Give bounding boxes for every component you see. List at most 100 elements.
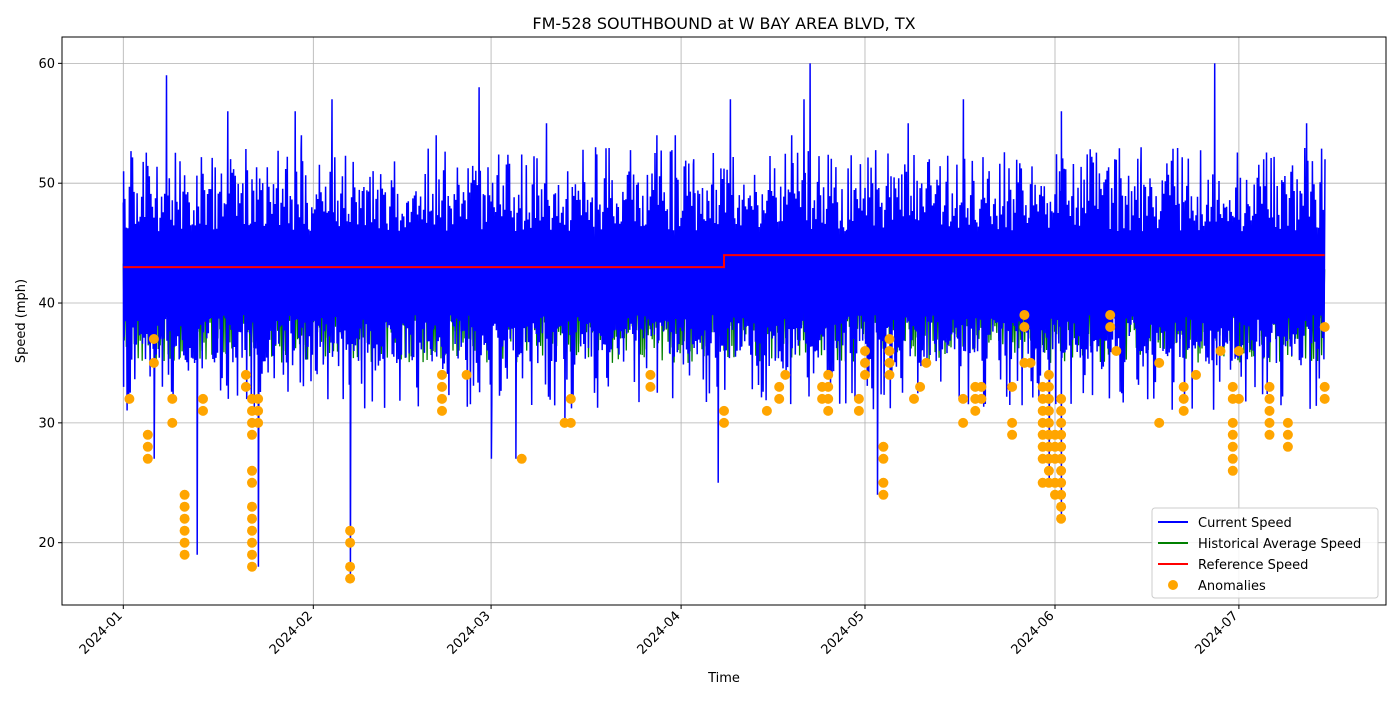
anomaly-point	[1227, 381, 1238, 392]
anomaly-point	[1007, 417, 1018, 428]
anomaly-point	[1056, 513, 1067, 524]
anomaly-point	[247, 477, 257, 488]
anomaly-point	[1178, 381, 1189, 392]
anomaly-point	[1007, 381, 1018, 392]
current-speed-line	[122, 63, 1326, 579]
anomaly-point	[1227, 453, 1238, 464]
anomaly-point	[1056, 477, 1067, 488]
chart-title: FM-528 SOUTHBOUND at W BAY AREA BLVD, TX	[532, 14, 915, 33]
anomaly-point	[1233, 393, 1244, 404]
anomaly-point	[1227, 417, 1238, 428]
anomaly-point	[1233, 346, 1244, 356]
anomaly-point	[1264, 381, 1275, 392]
anomaly-point	[1154, 357, 1165, 368]
anomaly-point	[345, 561, 356, 572]
anomaly-point	[247, 549, 257, 560]
y-tick-label: 50	[38, 177, 55, 192]
anomaly-point	[860, 357, 870, 368]
anomaly-point	[437, 393, 447, 404]
x-tick-label: 2024-07	[1192, 609, 1241, 658]
anomaly-point	[719, 405, 729, 416]
anomaly-point	[1111, 346, 1122, 356]
legend-swatch-anomalies	[1168, 580, 1178, 590]
anomaly-point	[437, 369, 447, 380]
anomaly-point	[860, 346, 870, 356]
anomaly-point	[142, 429, 153, 440]
anomaly-point	[1056, 393, 1067, 404]
anomaly-point	[148, 334, 159, 344]
legend-label-anomalies: Anomalies	[1198, 579, 1266, 594]
anomaly-point	[1319, 322, 1330, 332]
anomaly-point	[878, 489, 889, 500]
anomaly-point	[1319, 393, 1330, 404]
anomaly-point	[1043, 465, 1054, 476]
anomaly-point	[1007, 429, 1018, 440]
anomaly-point	[179, 525, 190, 536]
anomaly-point	[921, 357, 932, 368]
anomaly-point	[1043, 393, 1054, 404]
x-tick-label: 2024-06	[1009, 609, 1058, 658]
y-axis-ticks: 20 30 40 50 60	[38, 57, 62, 551]
legend-label-reference: Reference Speed	[1198, 558, 1308, 573]
anomaly-point	[1056, 489, 1067, 500]
x-tick-label: 2024-02	[267, 609, 316, 658]
anomaly-point	[1282, 417, 1293, 428]
anomaly-point	[142, 453, 153, 464]
y-axis-label: Speed (mph)	[14, 279, 29, 363]
anomaly-point	[976, 381, 987, 392]
y-tick-label: 40	[38, 297, 55, 312]
anomaly-point	[1227, 429, 1238, 440]
anomaly-point	[1178, 405, 1189, 416]
anomaly-point	[823, 381, 834, 392]
anomaly-point	[853, 393, 864, 404]
anomaly-point	[761, 405, 772, 416]
anomaly-point	[1056, 465, 1067, 476]
anomaly-points	[124, 310, 1330, 584]
legend-label-historical: Historical Average Speed	[1198, 537, 1361, 552]
anomaly-point	[1056, 441, 1067, 452]
anomaly-point	[345, 537, 356, 548]
anomaly-point	[247, 465, 257, 476]
anomaly-point	[179, 513, 190, 524]
anomaly-point	[976, 393, 987, 404]
legend-box	[1151, 507, 1379, 599]
reference-speed-line	[123, 254, 1325, 269]
anomaly-point	[1319, 381, 1330, 392]
anomaly-point	[253, 393, 264, 404]
anomaly-point	[645, 369, 656, 380]
x-tick-label: 2024-01	[77, 609, 126, 658]
anomaly-point	[719, 417, 729, 428]
anomaly-point	[565, 393, 576, 404]
anomaly-point	[1043, 369, 1054, 380]
anomaly-point	[958, 417, 969, 428]
anomaly-point	[645, 381, 656, 392]
anomaly-point	[884, 346, 895, 356]
anomaly-point	[253, 405, 264, 416]
anomaly-point	[565, 417, 576, 428]
anomaly-point	[148, 357, 159, 368]
anomaly-point	[909, 393, 919, 404]
anomaly-point	[878, 477, 889, 488]
anomaly-point	[247, 525, 257, 536]
y-tick-label: 20	[38, 536, 55, 551]
anomaly-point	[240, 381, 251, 392]
reference-speed-path	[123, 254, 1325, 269]
anomaly-point	[179, 501, 190, 512]
anomaly-point	[1215, 346, 1226, 356]
anomaly-point	[167, 393, 178, 404]
anomaly-point	[142, 441, 153, 452]
x-tick-label: 2024-03	[445, 609, 494, 658]
anomaly-point	[167, 417, 178, 428]
anomaly-point	[1056, 429, 1067, 440]
anomaly-point	[179, 537, 190, 548]
anomaly-point	[1227, 465, 1238, 476]
anomaly-point	[823, 405, 834, 416]
anomaly-point	[124, 393, 135, 404]
y-tick-label: 60	[38, 57, 55, 72]
anomaly-point	[1043, 405, 1054, 416]
anomaly-point	[1105, 322, 1116, 332]
anomaly-point	[1043, 381, 1054, 392]
anomaly-point	[774, 381, 785, 392]
